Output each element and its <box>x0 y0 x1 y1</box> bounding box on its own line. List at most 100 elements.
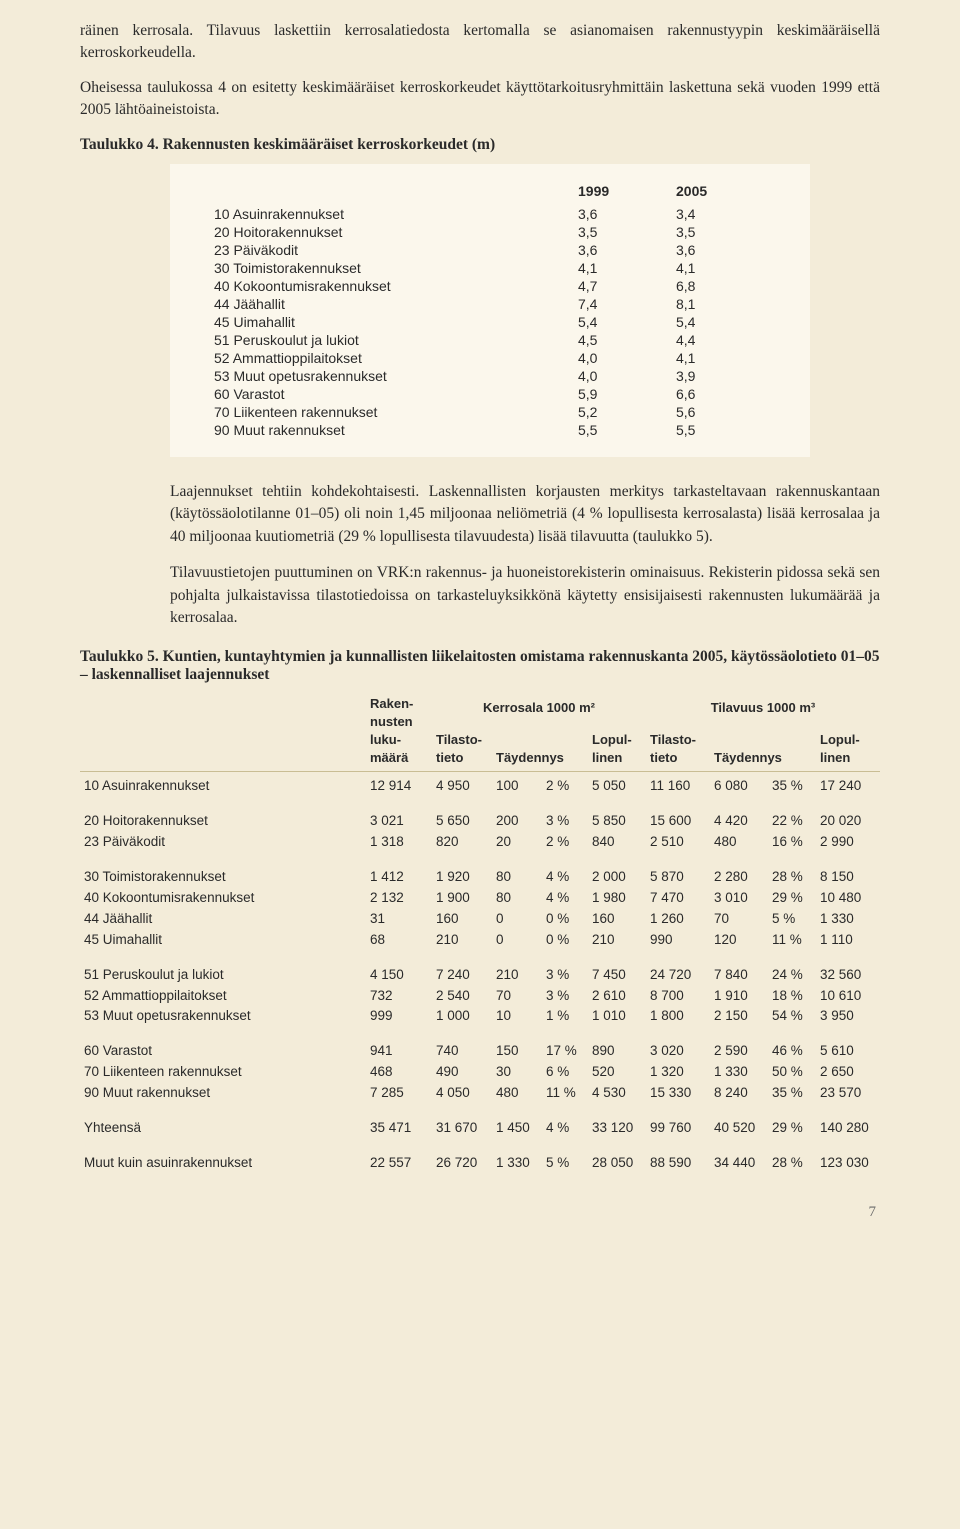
table-row: 23 Päiväkodit1 318820202 %8402 51048016 … <box>80 832 880 853</box>
table5-cell: 210 <box>492 965 542 986</box>
table5: Raken-nustenluku-määrä Kerrosala 1000 m²… <box>80 694 880 1174</box>
table5-row-label: 52 Ammattioppilaitokset <box>80 986 366 1007</box>
table5-row-label: 40 Kokoontumisrakennukset <box>80 888 366 909</box>
table4-row-label: 52 Ammattioppilaitokset <box>210 349 574 367</box>
table5-row-label: 10 Asuinrakennukset <box>80 776 366 797</box>
table4-row-label: 45 Uimahallit <box>210 313 574 331</box>
table4-row-label: 10 Asuinrakennukset <box>210 205 574 223</box>
table5-cell: 6 080 <box>710 776 768 797</box>
table5-cell: 1 320 <box>646 1062 710 1083</box>
table-row: 40 Kokoontumisrakennukset4,76,8 <box>210 277 770 295</box>
table5-cell: 0 % <box>542 909 588 930</box>
table5-cell: 480 <box>710 832 768 853</box>
table-row: 90 Muut rakennukset5,55,5 <box>210 421 770 439</box>
table4-row-label: 60 Varastot <box>210 385 574 403</box>
table5-row-label: 44 Jäähallit <box>80 909 366 930</box>
table5-cell: 840 <box>588 832 646 853</box>
table5-cell: 1 330 <box>710 1062 768 1083</box>
table-row: 10 Asuinrakennukset12 9144 9501002 %5 05… <box>80 776 880 797</box>
table-row: 53 Muut opetusrakennukset9991 000101 %1 … <box>80 1006 880 1027</box>
table4-cell: 5,6 <box>672 403 770 421</box>
table5-cell: 468 <box>366 1062 432 1083</box>
table5-row-label: 20 Hoitorakennukset <box>80 811 366 832</box>
table5-cell: 22 557 <box>366 1153 432 1174</box>
table5-cell: 520 <box>588 1062 646 1083</box>
table5-cell: 3 010 <box>710 888 768 909</box>
table-row: 45 Uimahallit6821000 %21099012011 %1 110 <box>80 930 880 951</box>
table5-h-kerros-group: Kerrosala 1000 m² <box>432 694 646 722</box>
table5-cell: 150 <box>492 1041 542 1062</box>
table4-row-label: 90 Muut rakennukset <box>210 421 574 439</box>
table5-cell: 4 050 <box>432 1083 492 1104</box>
table-row: 30 Toimistorakennukset1 4121 920804 %2 0… <box>80 867 880 888</box>
table5-cell: 160 <box>432 909 492 930</box>
table5-cell: 2 % <box>542 832 588 853</box>
table-row: 20 Hoitorakennukset3 0215 6502003 %5 850… <box>80 811 880 832</box>
table4-cell: 5,5 <box>574 421 672 439</box>
table-row: 10 Asuinrakennukset3,63,4 <box>210 205 770 223</box>
table5-cell: 490 <box>432 1062 492 1083</box>
table5-cell: 0 % <box>542 930 588 951</box>
table5-cell: 120 <box>710 930 768 951</box>
table5-cell: 4 % <box>542 867 588 888</box>
table-row: 51 Peruskoulut ja lukiot4,54,4 <box>210 331 770 349</box>
table5-cell: 24 720 <box>646 965 710 986</box>
table5-cell: 5 870 <box>646 867 710 888</box>
table5-cell: 1 910 <box>710 986 768 1007</box>
table4-header-2005: 2005 <box>672 182 770 205</box>
table-row: Muut kuin asuinrakennukset22 55726 7201 … <box>80 1153 880 1174</box>
table5-cell: 10 480 <box>816 888 880 909</box>
table5-cell: 732 <box>366 986 432 1007</box>
table5-cell: 46 % <box>768 1041 816 1062</box>
table5-cell: 34 440 <box>710 1153 768 1174</box>
table5-cell: 80 <box>492 867 542 888</box>
table5-cell: 890 <box>588 1041 646 1062</box>
table4-cell: 4,1 <box>672 349 770 367</box>
table5-cell: 31 670 <box>432 1118 492 1139</box>
table4-cell: 4,5 <box>574 331 672 349</box>
table5-cell: 35 % <box>768 1083 816 1104</box>
table5-h-tt: Tilasto-tieto <box>646 722 710 772</box>
page-number: 7 <box>80 1204 880 1221</box>
table5-cell: 35 471 <box>366 1118 432 1139</box>
table5-cell: 1 % <box>542 1006 588 1027</box>
table5-cell: 6 % <box>542 1062 588 1083</box>
intro-paragraph-2: Oheisessa taulukossa 4 on esitetty keski… <box>80 77 880 122</box>
table5-cell: 1 800 <box>646 1006 710 1027</box>
table5-cell: 99 760 <box>646 1118 710 1139</box>
table5-cell: 7 240 <box>432 965 492 986</box>
table-row: 44 Jäähallit7,48,1 <box>210 295 770 313</box>
table5-cell: 3 % <box>542 811 588 832</box>
table5-cell: 8 150 <box>816 867 880 888</box>
table4-cell: 5,4 <box>672 313 770 331</box>
table5-cell: 5 % <box>768 909 816 930</box>
table5-h-tty: Täydennys <box>710 722 816 772</box>
table5-cell: 4 150 <box>366 965 432 986</box>
table5-cell: 5 610 <box>816 1041 880 1062</box>
table5-cell: 54 % <box>768 1006 816 1027</box>
intro-paragraph-1: räinen kerrosala. Tilavuus laskettiin ke… <box>80 20 880 65</box>
table5-cell: 1 330 <box>816 909 880 930</box>
table5-cell: 28 % <box>768 1153 816 1174</box>
table5-cell: 3 950 <box>816 1006 880 1027</box>
table5-cell: 1 900 <box>432 888 492 909</box>
table5-cell: 5 % <box>542 1153 588 1174</box>
table5-cell: 3 020 <box>646 1041 710 1062</box>
table5-row-label: 90 Muut rakennukset <box>80 1083 366 1104</box>
table5-cell: 0 <box>492 909 542 930</box>
table5-cell: 2 590 <box>710 1041 768 1062</box>
table5-cell: 999 <box>366 1006 432 1027</box>
table5-cell: 30 <box>492 1062 542 1083</box>
table5-cell: 20 <box>492 832 542 853</box>
table4-row-label: 44 Jäähallit <box>210 295 574 313</box>
table4: 1999 2005 10 Asuinrakennukset3,63,420 Ho… <box>210 182 770 439</box>
table5-cell: 7 450 <box>588 965 646 986</box>
table4-row-label: 70 Liikenteen rakennukset <box>210 403 574 421</box>
table5-h-count: Raken-nustenluku-määrä <box>366 694 432 772</box>
table4-cell: 4,7 <box>574 277 672 295</box>
table4-row-label: 20 Hoitorakennukset <box>210 223 574 241</box>
table4-cell: 3,6 <box>574 241 672 259</box>
table4-cell: 3,5 <box>672 223 770 241</box>
table-row: 23 Päiväkodit3,63,6 <box>210 241 770 259</box>
table5-cell: 28 050 <box>588 1153 646 1174</box>
